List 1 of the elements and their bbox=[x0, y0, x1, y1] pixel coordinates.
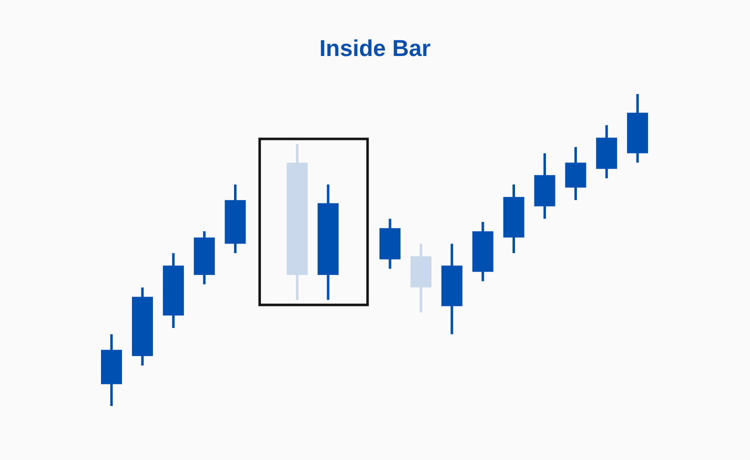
chart-title: Inside Bar bbox=[318, 34, 432, 63]
